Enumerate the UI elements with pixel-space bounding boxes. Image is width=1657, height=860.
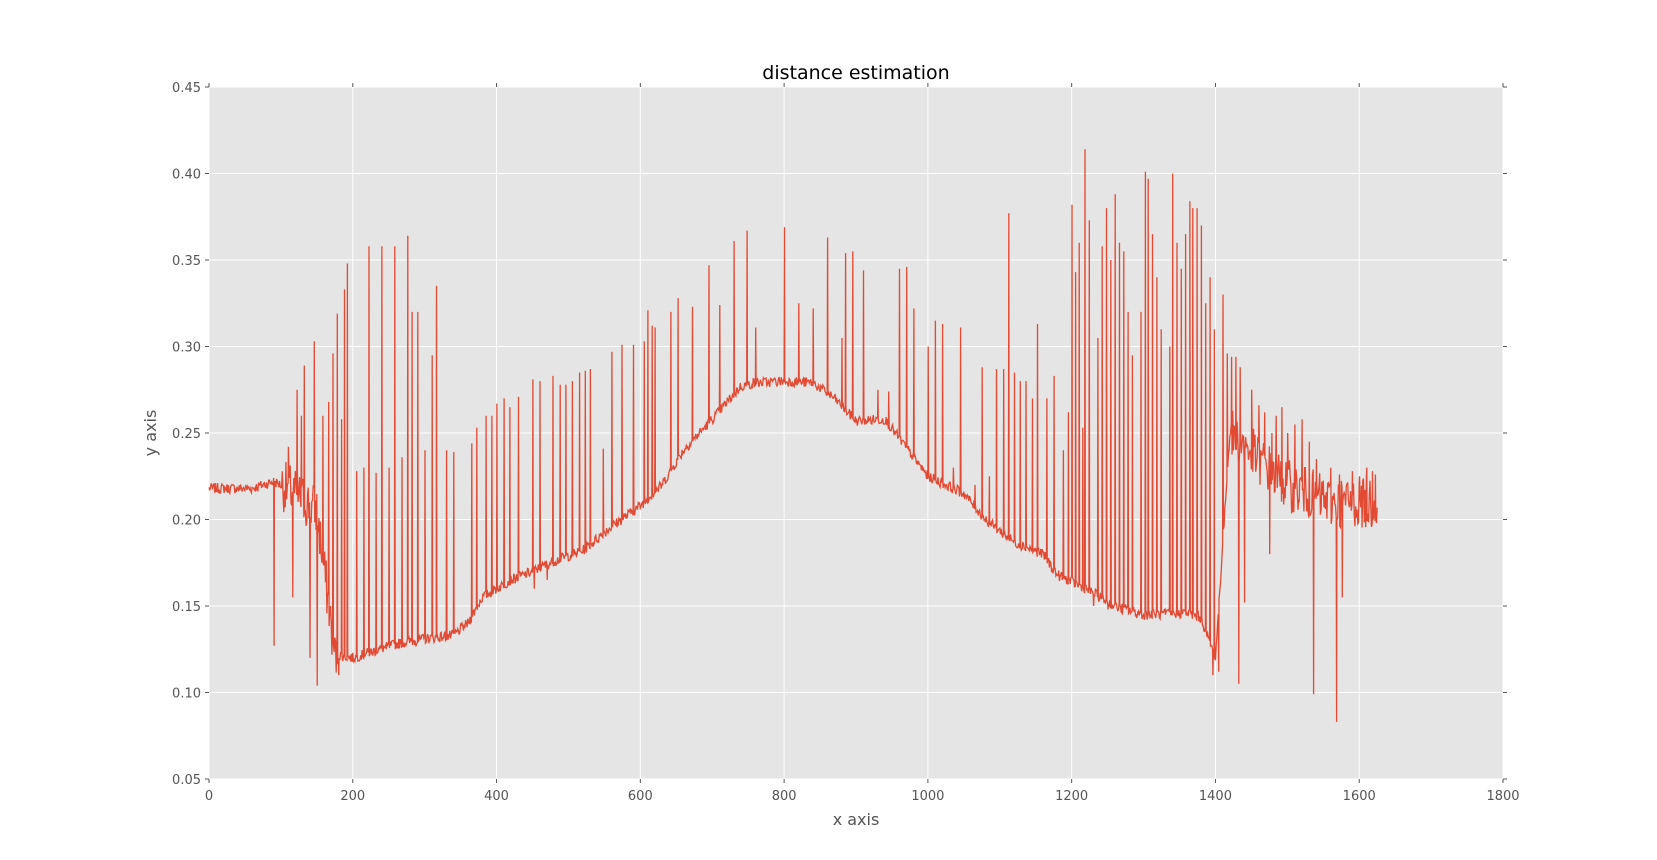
y-tick-label: 0.25	[172, 427, 201, 442]
y-tick-label: 0.10	[172, 687, 201, 702]
y-tick-label: 0.05	[172, 773, 201, 788]
x-tick-label: 0	[205, 789, 213, 804]
x-tick-label: 1000	[911, 789, 944, 804]
chart-title: distance estimation	[762, 62, 949, 84]
y-tick-label: 0.30	[172, 341, 201, 356]
x-tick-label: 1600	[1343, 789, 1376, 804]
x-tick-label: 1400	[1199, 789, 1232, 804]
x-tick-label: 1200	[1055, 789, 1088, 804]
x-tick-label: 600	[628, 789, 653, 804]
y-axis-label: y axis	[141, 410, 160, 457]
y-tick-labels: 0.05 0.10 0.15 0.20 0.25 0.30 0.35 0.40 0.45	[172, 81, 201, 788]
y-tick-label: 0.35	[172, 254, 201, 269]
series-line	[208, 149, 1378, 722]
x-tick-labels: 0 200 400 600 800 1000 1200 1400 1600 1800	[205, 789, 1520, 804]
y-tick-label: 0.20	[172, 514, 201, 529]
x-tick-label: 200	[340, 789, 365, 804]
x-tick-label: 400	[484, 789, 509, 804]
series-layer	[208, 149, 1378, 722]
axis-ticks	[205, 83, 1507, 783]
y-tick-label: 0.45	[172, 81, 201, 96]
x-tick-label: 1800	[1486, 789, 1519, 804]
y-tick-label: 0.15	[172, 600, 201, 615]
x-tick-label: 800	[772, 789, 797, 804]
y-tick-label: 0.40	[172, 168, 201, 183]
x-axis-label: x axis	[833, 810, 880, 829]
